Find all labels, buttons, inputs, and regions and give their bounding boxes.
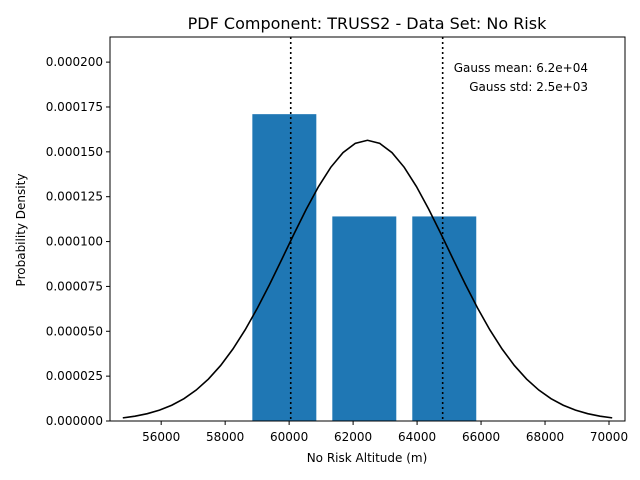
y-tick-label: 0.000050 bbox=[46, 324, 103, 338]
x-tick-label: 70000 bbox=[590, 430, 628, 444]
chart-title: PDF Component: TRUSS2 - Data Set: No Ris… bbox=[188, 14, 547, 33]
plot-area bbox=[109, 36, 626, 422]
y-tick-label: 0.000025 bbox=[46, 369, 103, 383]
x-tick-label: 64000 bbox=[398, 430, 436, 444]
axes-frame bbox=[109, 36, 626, 422]
bar-1 bbox=[332, 216, 397, 421]
bar-0 bbox=[252, 114, 317, 422]
x-tick-label: 56000 bbox=[142, 430, 180, 444]
y-axis-label: Probability Density bbox=[14, 174, 28, 287]
gauss-mean-annotation: Gauss mean: 6.2e+04 bbox=[454, 61, 588, 75]
y-tick-label: 0.000075 bbox=[46, 279, 103, 293]
bar-2 bbox=[412, 216, 477, 421]
x-axis-ticks: 56000 58000 60000 62000 64000 66000 68000 70000 bbox=[142, 421, 628, 444]
y-tick-label: 0.000175 bbox=[46, 100, 103, 114]
x-tick-label: 66000 bbox=[462, 430, 500, 444]
gauss-std-annotation: Gauss std: 2.5e+03 bbox=[469, 80, 588, 94]
y-tick-label: 0.000125 bbox=[46, 190, 103, 204]
y-tick-label: 0.000000 bbox=[46, 414, 103, 428]
x-tick-label: 60000 bbox=[270, 430, 308, 444]
y-tick-label: 0.000100 bbox=[46, 235, 103, 249]
gaussian-curve bbox=[122, 139, 613, 419]
x-tick-label: 62000 bbox=[334, 430, 372, 444]
x-tick-label: 68000 bbox=[526, 430, 564, 444]
x-tick-label: 58000 bbox=[206, 430, 244, 444]
x-axis-label: No Risk Altitude (m) bbox=[307, 451, 428, 465]
y-tick-label: 0.000150 bbox=[46, 145, 103, 159]
y-tick-label: 0.000200 bbox=[46, 55, 103, 69]
y-axis-ticks: 0.000000 0.000025 0.000050 0.000075 0.000100… bbox=[46, 55, 110, 428]
